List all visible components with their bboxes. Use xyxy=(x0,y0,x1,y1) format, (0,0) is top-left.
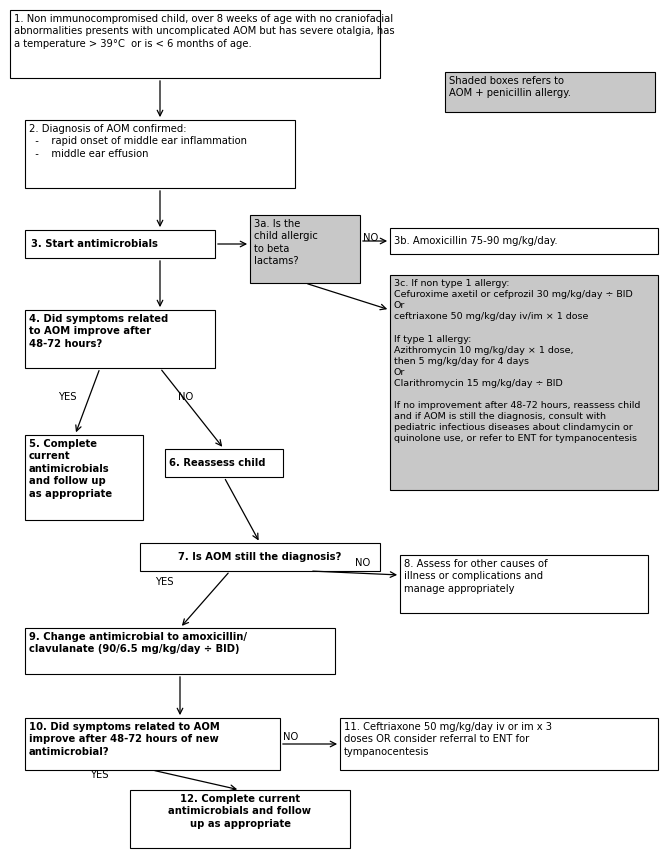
Text: 2. Diagnosis of AOM confirmed:
  -    rapid onset of middle ear inflammation
  -: 2. Diagnosis of AOM confirmed: - rapid o… xyxy=(29,124,247,159)
FancyBboxPatch shape xyxy=(390,228,658,254)
Text: 11. Ceftriaxone 50 mg/kg/day iv or im x 3
doses OR consider referral to ENT for
: 11. Ceftriaxone 50 mg/kg/day iv or im x … xyxy=(344,722,552,757)
Text: NO: NO xyxy=(355,558,370,568)
Text: 9. Change antimicrobial to amoxicillin/
clavulanate (90/6.5 mg/kg/day ÷ BID): 9. Change antimicrobial to amoxicillin/ … xyxy=(29,632,247,655)
Text: 4. Did symptoms related
to AOM improve after
48-72 hours?: 4. Did symptoms related to AOM improve a… xyxy=(29,314,168,349)
FancyBboxPatch shape xyxy=(25,718,280,770)
Text: YES: YES xyxy=(58,392,77,402)
FancyBboxPatch shape xyxy=(25,120,295,188)
Text: 8. Assess for other causes of
illness or complications and
manage appropriately: 8. Assess for other causes of illness or… xyxy=(404,559,548,594)
Text: 3a. Is the
child allergic
to beta
lactams?: 3a. Is the child allergic to beta lactam… xyxy=(254,219,318,267)
Text: NO: NO xyxy=(363,233,378,243)
FancyBboxPatch shape xyxy=(165,449,283,477)
FancyBboxPatch shape xyxy=(25,230,215,258)
FancyBboxPatch shape xyxy=(390,275,658,490)
FancyBboxPatch shape xyxy=(250,215,360,283)
Text: 5. Complete
current
antimicrobials
and follow up
as appropriate: 5. Complete current antimicrobials and f… xyxy=(29,439,112,499)
Text: 1. Non immunocompromised child, over 8 weeks of age with no craniofacial
abnorma: 1. Non immunocompromised child, over 8 w… xyxy=(14,14,395,49)
FancyBboxPatch shape xyxy=(130,790,350,848)
Text: 3b. Amoxicillin 75-90 mg/kg/day.: 3b. Amoxicillin 75-90 mg/kg/day. xyxy=(394,236,558,246)
Text: NO: NO xyxy=(178,392,193,402)
FancyBboxPatch shape xyxy=(340,718,658,770)
Text: YES: YES xyxy=(90,770,108,780)
FancyBboxPatch shape xyxy=(445,72,655,112)
FancyBboxPatch shape xyxy=(140,543,380,571)
Text: 12. Complete current
antimicrobials and follow
up as appropriate: 12. Complete current antimicrobials and … xyxy=(168,794,311,829)
Text: Shaded boxes refers to
AOM + penicillin allergy.: Shaded boxes refers to AOM + penicillin … xyxy=(449,76,571,99)
FancyBboxPatch shape xyxy=(25,310,215,368)
Text: 3c. If non type 1 allergy:
Cefuroxime axetil or cefprozil 30 mg/kg/day ÷ BID
Or
: 3c. If non type 1 allergy: Cefuroxime ax… xyxy=(394,279,641,443)
FancyBboxPatch shape xyxy=(25,435,143,520)
Text: YES: YES xyxy=(155,577,174,587)
Text: 3. Start antimicrobials: 3. Start antimicrobials xyxy=(31,239,158,249)
FancyBboxPatch shape xyxy=(400,555,648,613)
Text: NO: NO xyxy=(283,732,298,742)
Text: 7. Is AOM still the diagnosis?: 7. Is AOM still the diagnosis? xyxy=(178,552,342,562)
Text: 6. Reassess child: 6. Reassess child xyxy=(169,458,265,468)
Text: 10. Did symptoms related to AOM
improve after 48-72 hours of new
antimicrobial?: 10. Did symptoms related to AOM improve … xyxy=(29,722,220,757)
FancyBboxPatch shape xyxy=(10,10,380,78)
FancyBboxPatch shape xyxy=(25,628,335,674)
